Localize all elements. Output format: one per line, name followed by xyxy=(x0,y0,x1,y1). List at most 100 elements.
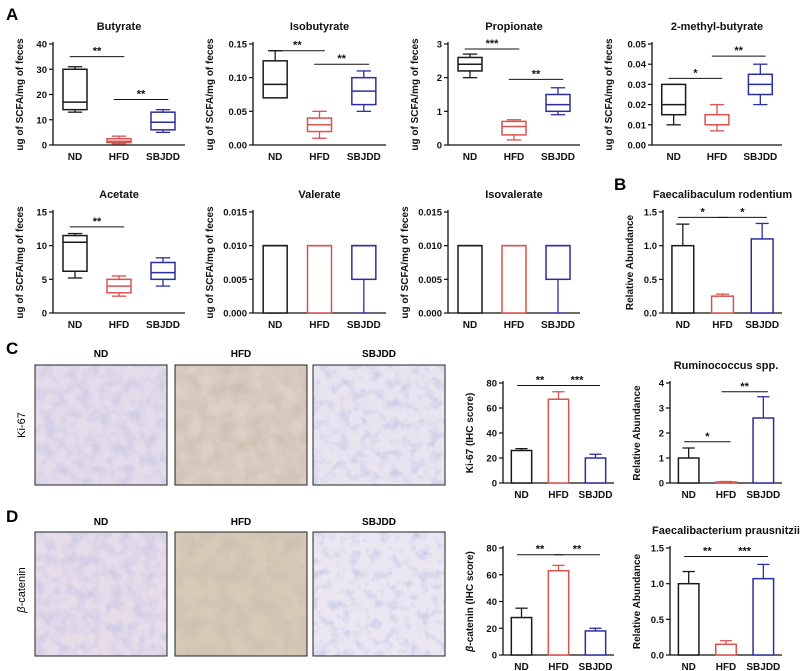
x-tick-label: SBJDD xyxy=(347,320,381,331)
bar-sbjdd xyxy=(584,627,607,656)
x-tick-label: HFD xyxy=(707,152,728,163)
chart-ruminococcus: Ruminococcus spp. 0 1 2 3 4 Relative Abundance… xyxy=(632,360,782,501)
box-body xyxy=(351,244,377,281)
y-tick-label: 0.000 xyxy=(223,309,247,320)
chart-title: Faecalibacterium prausnitzii xyxy=(652,525,800,537)
y-tick-label: 0 xyxy=(492,651,497,662)
bar-rect xyxy=(510,449,533,484)
box-body xyxy=(501,244,527,314)
box-body xyxy=(150,111,176,131)
bar-sbjdd xyxy=(752,396,775,484)
y-tick-label: 10 xyxy=(36,241,47,252)
x-tick-label: HFD xyxy=(716,490,737,501)
x-tick-label: ND xyxy=(463,152,477,163)
y-tick-label: 20 xyxy=(486,624,497,635)
y-tick-label: 1.5 xyxy=(644,208,658,219)
significance-label: ** xyxy=(703,546,712,558)
box-sbjdd xyxy=(351,70,377,112)
bar-rect xyxy=(714,481,738,484)
y-tick-label: 0 xyxy=(42,141,47,152)
bar-nd xyxy=(677,447,700,484)
significance-label: ** xyxy=(734,45,743,57)
bar-sbjdd xyxy=(584,453,607,484)
y-tick-label: 0.005 xyxy=(223,275,247,286)
row-label-catenin: -catenin xyxy=(16,567,28,606)
box-body xyxy=(62,68,88,111)
significance-label: ** xyxy=(536,375,545,387)
x-tick-label: SBJDD xyxy=(745,320,779,331)
chart-title: Isovalerate xyxy=(485,189,542,201)
micrograph-ki67-hfd xyxy=(174,364,308,486)
y-label-beta: β xyxy=(465,646,476,653)
y-tick-label: 0.01 xyxy=(628,120,647,131)
box-hfd xyxy=(306,110,333,139)
y-tick-label: 0.5 xyxy=(651,615,665,626)
chart-title: Propionate xyxy=(485,21,542,33)
box-hfd xyxy=(106,275,132,297)
chart-faecalibaculum: Faecalibaculum rodentium 0.0 0.5 1.0 1.5 Rela… xyxy=(625,189,792,331)
chart-propionate: Propionate 0 1 2 3 ug of SCFA/mg of feces ND HF… xyxy=(410,21,580,163)
x-tick-label: SBJDD xyxy=(746,490,780,501)
chart-acetate: Acetate 0 5 10 15 ug of SCFA/mg of feces ND HFD… xyxy=(15,189,185,331)
y-tick-label: 0.03 xyxy=(628,80,647,91)
box-nd xyxy=(62,232,88,279)
x-tick-label: ND xyxy=(681,490,695,501)
x-tick-label: HFD xyxy=(309,320,330,331)
x-tick-label: SBJDD xyxy=(146,320,180,331)
chart-isobutyrate: Isobutyrate 0.00 0.05 0.10 0.15 ug of SCFA/mg… xyxy=(205,21,386,163)
micrograph-ki67-nd xyxy=(34,364,168,486)
row-label-beta: β xyxy=(16,606,28,614)
x-tick-label: SBJDD xyxy=(347,152,381,163)
x-tick-label: ND xyxy=(681,662,695,671)
box-body xyxy=(501,120,527,136)
panel-label-c: C xyxy=(6,339,18,358)
bar-nd xyxy=(510,607,533,656)
box-body xyxy=(262,60,288,99)
micro-title-sbjdd: SBJDD xyxy=(362,349,396,360)
y-axis-label: ug of SCFA/mg of feces xyxy=(410,38,421,151)
y-tick-label: 0.05 xyxy=(628,40,647,51)
box-nd xyxy=(262,244,288,314)
micro-title-hfd-2: HFD xyxy=(231,517,252,528)
y-tick-label: 0.000 xyxy=(418,309,442,320)
bar-hfd xyxy=(547,564,570,656)
bar-hfd xyxy=(710,293,735,314)
significance-label: ** xyxy=(532,68,541,80)
y-tick-label: 30 xyxy=(36,65,47,76)
bar-rect xyxy=(547,569,570,656)
y-tick-label: 20 xyxy=(486,454,497,465)
row-label-ki67: Ki-67 xyxy=(16,412,28,438)
box-hfd xyxy=(501,119,527,141)
x-tick-label: ND xyxy=(514,490,528,501)
chart-title: Valerate xyxy=(298,189,340,201)
x-tick-label: HFD xyxy=(504,320,525,331)
y-tick-label: 4 xyxy=(659,379,665,390)
y-tick-label: 1 xyxy=(659,454,665,465)
bar-hfd xyxy=(714,640,738,656)
x-tick-label: ND xyxy=(666,152,680,163)
bar-rect xyxy=(547,398,570,484)
box-hfd xyxy=(501,244,527,314)
y-tick-label: 1 xyxy=(437,107,443,118)
x-tick-label: HFD xyxy=(109,152,130,163)
y-tick-label: 80 xyxy=(486,544,497,555)
micrograph-bcatenin-nd xyxy=(34,531,168,657)
significance-label: ** xyxy=(137,89,146,101)
box-sbjdd xyxy=(150,109,176,134)
box-hfd xyxy=(306,244,333,314)
y-tick-label: 2 xyxy=(437,73,442,84)
box-sbjdd xyxy=(747,63,774,106)
y-tick-label: 0 xyxy=(42,309,47,320)
y-tick-label: 40 xyxy=(36,40,47,51)
box-nd xyxy=(262,50,288,99)
micro-title-sbjdd-2: SBJDD xyxy=(362,517,396,528)
x-tick-label: SBJDD xyxy=(743,152,777,163)
x-tick-label: SBJDD xyxy=(541,152,575,163)
significance-label: *** xyxy=(738,546,752,558)
bar-nd xyxy=(510,447,533,484)
significance-label: ** xyxy=(573,544,582,556)
box-nd xyxy=(457,244,483,314)
x-tick-label: ND xyxy=(463,320,477,331)
